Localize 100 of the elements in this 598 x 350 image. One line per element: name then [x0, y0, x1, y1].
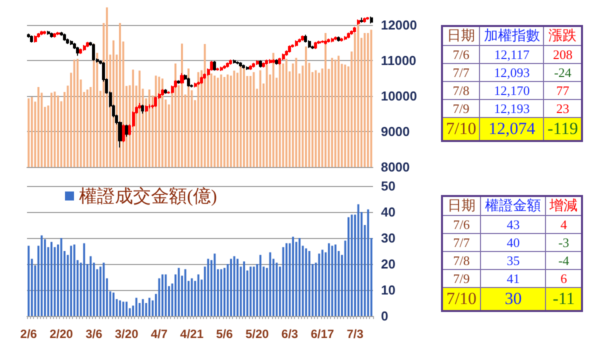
- candlestick: [70, 40, 73, 46]
- text: 7/8: [452, 82, 470, 98]
- x-tick-label: 6/17: [310, 327, 334, 341]
- text: 12,074: [488, 119, 536, 138]
- y-tick-label: 8000: [380, 160, 410, 174]
- candlestick: [256, 60, 259, 66]
- candlestick: [30, 34, 33, 44]
- candlestick: [233, 59, 236, 64]
- candlestick: [220, 66, 223, 72]
- candlestick: [76, 46, 79, 56]
- candlestick: [213, 60, 216, 72]
- x-tick-label: 3/6: [86, 327, 103, 341]
- candlestick: [370, 16, 373, 24]
- candlestick: [344, 36, 347, 41]
- candlestick: [288, 44, 291, 54]
- candlestick: [249, 64, 252, 70]
- candlestick: [327, 38, 330, 44]
- candlestick: [265, 59, 268, 66]
- text: 7/9: [452, 100, 470, 116]
- text: 7/6: [452, 46, 470, 62]
- text: 7/8: [453, 252, 470, 268]
- text: -4: [558, 252, 570, 268]
- candlestick: [187, 77, 190, 88]
- candlestick: [259, 60, 262, 68]
- candlestick: [334, 36, 337, 41]
- candlestick: [252, 62, 255, 68]
- text: 7/10: [446, 119, 476, 138]
- candlestick: [366, 16, 369, 20]
- text: -119: [547, 119, 578, 138]
- candlestick: [50, 32, 53, 38]
- candlestick: [269, 58, 272, 64]
- candlestick: [331, 37, 334, 43]
- legend-label: 權證成交金額(億): [79, 186, 217, 206]
- candlestick: [40, 30, 43, 36]
- text: 4: [560, 216, 567, 232]
- y-tick-label: 9000: [380, 124, 410, 139]
- text: 6: [560, 270, 567, 286]
- candlestick: [295, 40, 298, 47]
- candlestick: [239, 62, 242, 68]
- category-label: 日期: [442, 196, 480, 216]
- y-tick-label: 30: [381, 230, 396, 246]
- candlestick: [324, 40, 327, 45]
- candlestick: [282, 53, 285, 60]
- text: -11: [552, 289, 575, 308]
- x-tick-label: 2/20: [50, 327, 74, 341]
- candlestick: [141, 104, 144, 114]
- text: 12,193: [494, 100, 530, 116]
- x-tick-label: 3/20: [114, 327, 139, 341]
- candlestick: [138, 102, 141, 110]
- candlestick: [285, 50, 288, 56]
- candlestick: [37, 32, 40, 38]
- text: 40: [506, 234, 520, 250]
- text: 7/10: [446, 289, 477, 308]
- x-tick-label: 4/21: [180, 327, 204, 341]
- category-label: 加權指數: [480, 26, 544, 46]
- candlestick: [34, 34, 37, 44]
- x-tick-label: 7/3: [346, 327, 364, 341]
- candlestick: [357, 18, 360, 26]
- candlestick: [63, 33, 66, 42]
- candlestick: [200, 76, 203, 84]
- text: 7/9: [453, 270, 470, 286]
- x-tick-label: 6/3: [281, 327, 298, 341]
- candlestick: [125, 124, 128, 138]
- candlestick: [210, 60, 213, 72]
- candlestick: [291, 44, 294, 48]
- candlestick: [47, 30, 50, 36]
- candlestick: [216, 67, 219, 72]
- text: 43: [506, 216, 520, 232]
- candlestick: [43, 30, 46, 35]
- text: 12,170: [494, 82, 530, 98]
- y-tick-label: 50: [381, 178, 396, 194]
- candlestick: [363, 17, 366, 24]
- x-tick-label: 5/6: [216, 327, 234, 341]
- text: 208: [552, 46, 572, 62]
- candlestick: [86, 41, 89, 48]
- text: 23: [556, 100, 570, 116]
- candlestick: [353, 26, 356, 34]
- candlestick: [314, 41, 317, 50]
- candlestick: [154, 96, 157, 108]
- candlestick: [229, 59, 232, 66]
- candlestick: [236, 60, 239, 65]
- y-tick-label: 40: [381, 204, 396, 220]
- y-tick-label: 20: [381, 256, 396, 272]
- candlestick: [223, 64, 226, 70]
- candlestick: [298, 38, 301, 44]
- category-label: 增減: [546, 196, 582, 216]
- candlestick: [242, 64, 245, 70]
- candlestick: [56, 31, 60, 36]
- candlestick: [122, 124, 125, 143]
- y-tick-label: 12000: [380, 17, 418, 32]
- text: -3: [558, 234, 570, 250]
- text: 7/7: [452, 64, 470, 80]
- text: 7/6: [453, 216, 470, 232]
- candlestick: [278, 57, 281, 66]
- y-tick-label: 10000: [380, 88, 418, 104]
- y-tick-label: 10: [381, 282, 396, 298]
- text: 7/7: [453, 234, 470, 250]
- text: 12,093: [494, 64, 530, 80]
- candlestick: [246, 66, 249, 70]
- candlestick: [226, 62, 229, 68]
